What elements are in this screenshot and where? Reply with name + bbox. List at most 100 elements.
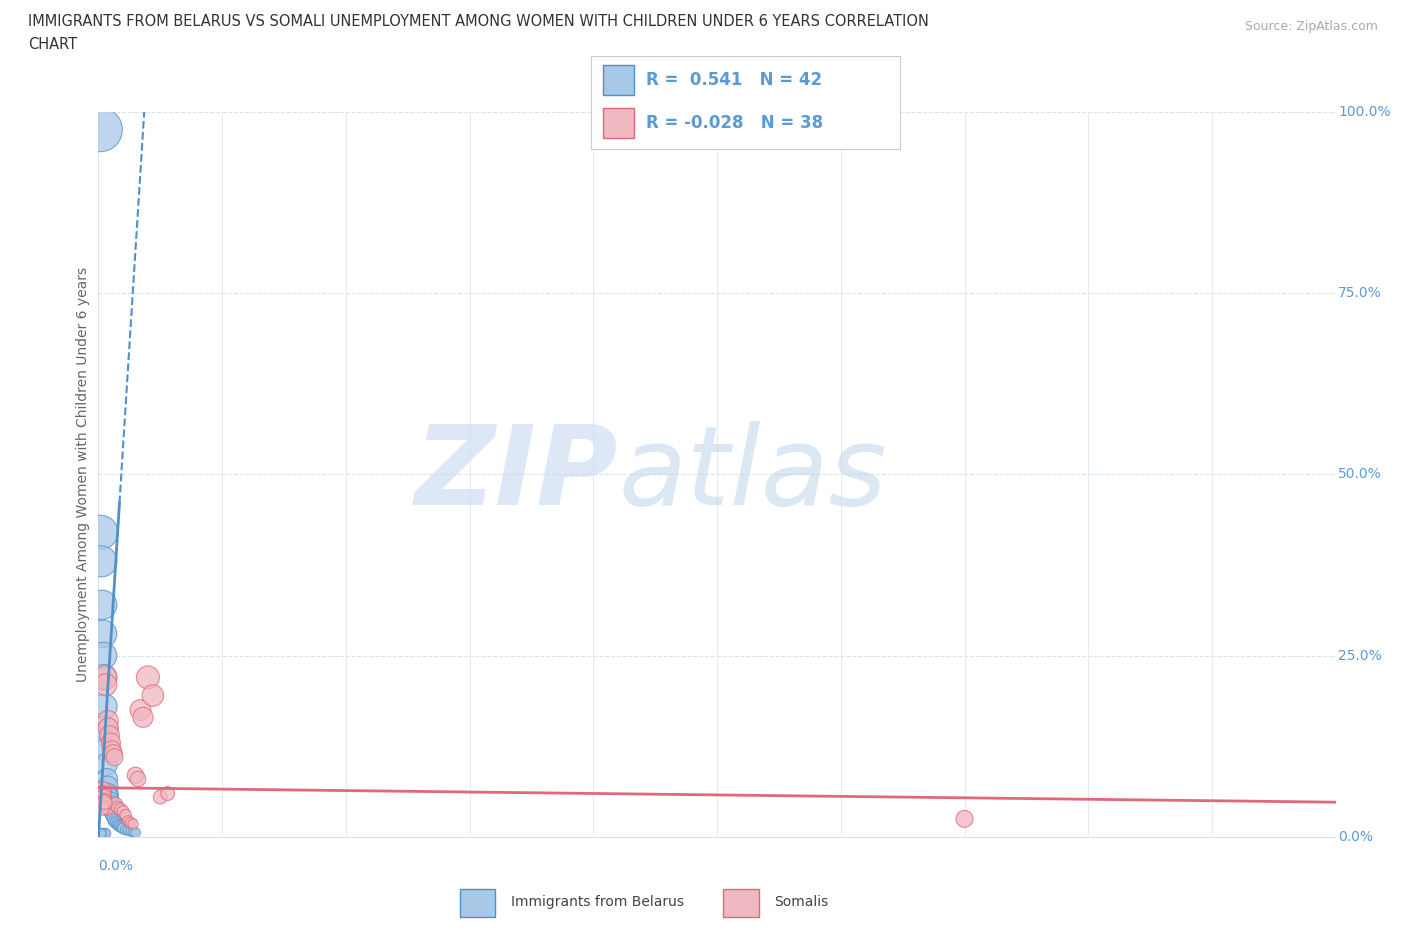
Point	[100, 801, 122, 816]
Point	[94, 826, 117, 841]
Point	[97, 778, 120, 793]
Point	[97, 721, 120, 736]
Point	[90, 826, 112, 841]
Point	[120, 824, 142, 839]
Point	[97, 790, 120, 804]
Point	[93, 795, 115, 810]
Text: Somalis: Somalis	[773, 895, 828, 910]
Text: 75.0%: 75.0%	[1339, 286, 1382, 300]
Text: 25.0%: 25.0%	[1339, 648, 1382, 663]
Text: Immigrants from Belarus: Immigrants from Belarus	[510, 895, 683, 910]
Text: R =  0.541   N = 42: R = 0.541 N = 42	[647, 71, 823, 89]
Point	[101, 804, 124, 819]
Point	[97, 786, 120, 801]
Text: 0.0%: 0.0%	[1339, 830, 1374, 844]
Point	[953, 811, 976, 827]
Point	[91, 597, 114, 612]
Point	[93, 699, 115, 714]
Point	[107, 801, 129, 816]
Point	[93, 790, 115, 804]
Point	[100, 736, 122, 751]
Point	[112, 821, 135, 836]
Point	[132, 710, 155, 724]
Point	[98, 797, 121, 812]
Point	[101, 742, 124, 757]
Point	[93, 670, 115, 684]
Point	[124, 825, 146, 840]
Point	[89, 123, 111, 138]
Point	[90, 790, 112, 804]
Text: 0.0%: 0.0%	[98, 858, 134, 872]
Text: atlas: atlas	[619, 420, 887, 528]
Point	[120, 815, 142, 830]
Point	[91, 782, 114, 797]
Text: 100.0%: 100.0%	[1339, 104, 1391, 119]
Point	[93, 826, 115, 841]
Point	[91, 801, 114, 816]
Point	[107, 817, 129, 831]
Point	[94, 742, 117, 757]
Point	[104, 797, 127, 812]
Point	[96, 772, 118, 787]
Text: R = -0.028   N = 38: R = -0.028 N = 38	[647, 113, 824, 132]
Point	[103, 746, 125, 761]
Point	[89, 788, 111, 803]
Point	[156, 786, 179, 801]
Point	[124, 768, 146, 783]
Point	[108, 818, 131, 833]
FancyBboxPatch shape	[603, 65, 634, 95]
Point	[104, 814, 127, 829]
Point	[90, 525, 112, 539]
Point	[149, 790, 172, 804]
Point	[114, 822, 136, 837]
Point	[89, 826, 111, 841]
Point	[127, 772, 149, 787]
Point	[94, 721, 117, 736]
Point	[110, 818, 132, 833]
Point	[103, 811, 125, 827]
Point	[91, 627, 114, 642]
Point	[96, 797, 118, 812]
Text: IMMIGRANTS FROM BELARUS VS SOMALI UNEMPLOYMENT AMONG WOMEN WITH CHILDREN UNDER 6: IMMIGRANTS FROM BELARUS VS SOMALI UNEMPL…	[28, 14, 929, 29]
Point	[94, 670, 117, 684]
Point	[94, 677, 117, 692]
Point	[122, 825, 145, 840]
Point	[117, 823, 139, 838]
Point	[90, 826, 112, 841]
Y-axis label: Unemployment Among Women with Children Under 6 years: Unemployment Among Women with Children U…	[76, 267, 90, 682]
Point	[93, 786, 115, 801]
Point	[117, 814, 139, 829]
Point	[89, 826, 111, 841]
Point	[91, 793, 114, 808]
FancyBboxPatch shape	[723, 889, 759, 917]
Point	[93, 648, 115, 663]
Point	[136, 670, 159, 684]
Point	[98, 793, 121, 808]
Point	[103, 808, 125, 823]
Point	[90, 791, 112, 806]
Point	[110, 802, 132, 817]
Text: 50.0%: 50.0%	[1339, 467, 1382, 482]
FancyBboxPatch shape	[603, 108, 634, 138]
Text: ZIP: ZIP	[415, 420, 619, 528]
Point	[122, 817, 145, 831]
Point	[98, 728, 121, 743]
Point	[89, 786, 111, 801]
Point	[112, 804, 135, 819]
Point	[91, 826, 114, 841]
Point	[142, 688, 165, 703]
Point	[96, 757, 118, 772]
FancyBboxPatch shape	[460, 889, 495, 917]
Point	[91, 826, 114, 841]
Point	[103, 750, 125, 764]
Text: CHART: CHART	[28, 37, 77, 52]
Point	[111, 820, 134, 835]
Point	[129, 703, 152, 718]
Point	[114, 808, 136, 823]
Text: Source: ZipAtlas.com: Source: ZipAtlas.com	[1244, 20, 1378, 33]
Point	[90, 554, 112, 569]
Point	[93, 793, 115, 808]
Point	[105, 815, 128, 830]
Point	[93, 826, 115, 841]
Point	[97, 713, 120, 728]
